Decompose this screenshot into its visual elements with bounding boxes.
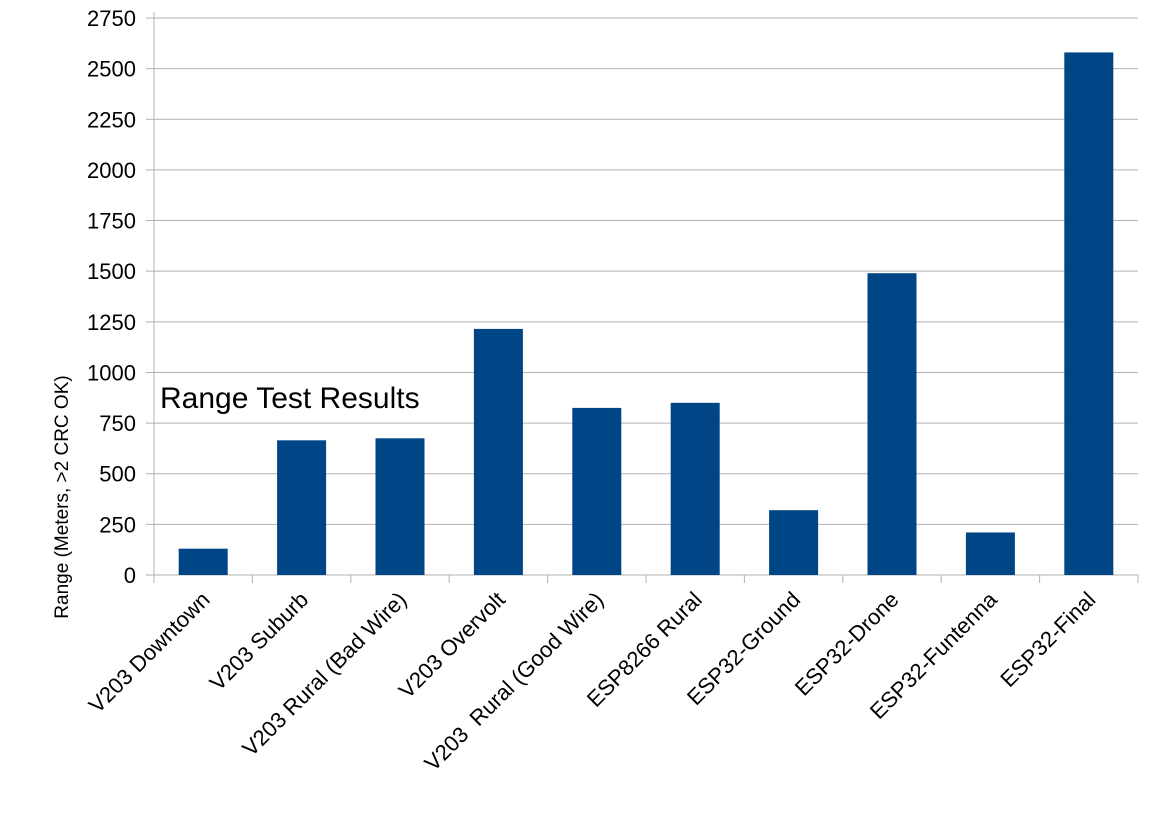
chart-title: Range Test Results [160,382,420,415]
y-tick-label: 500 [99,462,136,487]
y-tick-label: 250 [99,512,136,537]
bar-8 [867,273,917,575]
y-tick-label: 1250 [87,310,136,335]
y-tick-label: 1500 [87,259,136,284]
bar-2 [277,440,327,575]
x-category-label: V203 Rural (Good Wire) [419,587,608,776]
y-tick-label: 2000 [87,158,136,183]
y-tick-label: 1000 [87,360,136,385]
y-tick-label: 2750 [87,6,136,31]
bar-7 [769,510,819,575]
y-tick-label: 2250 [87,107,136,132]
bars [178,52,1114,575]
y-axis-title: Range (Meters, >2 CRC OK) [52,375,73,618]
bar-6 [670,402,720,575]
bar-1 [178,548,228,575]
bar-10 [1064,52,1114,575]
bar-5 [572,407,622,575]
x-category-label: V203 Rural (Bad Wire) [237,587,411,761]
y-tick-label: 750 [99,411,136,436]
bar-4 [473,328,523,575]
x-category-label: V203 Downtown [84,587,215,718]
y-tick-label: 2500 [87,57,136,82]
y-tick-labels: 0 250 500 750 1000 1250 1500 1750 2000 2250 2500 27… [87,6,136,588]
bar-9 [965,532,1015,575]
x-category-label: V203 Suburb [205,587,313,695]
bar-3 [375,438,425,575]
axes [153,12,1139,583]
y-tick-label: 0 [124,563,136,588]
y-tick-label: 1750 [87,209,136,234]
x-category-label: ESP32-Final [995,587,1100,692]
